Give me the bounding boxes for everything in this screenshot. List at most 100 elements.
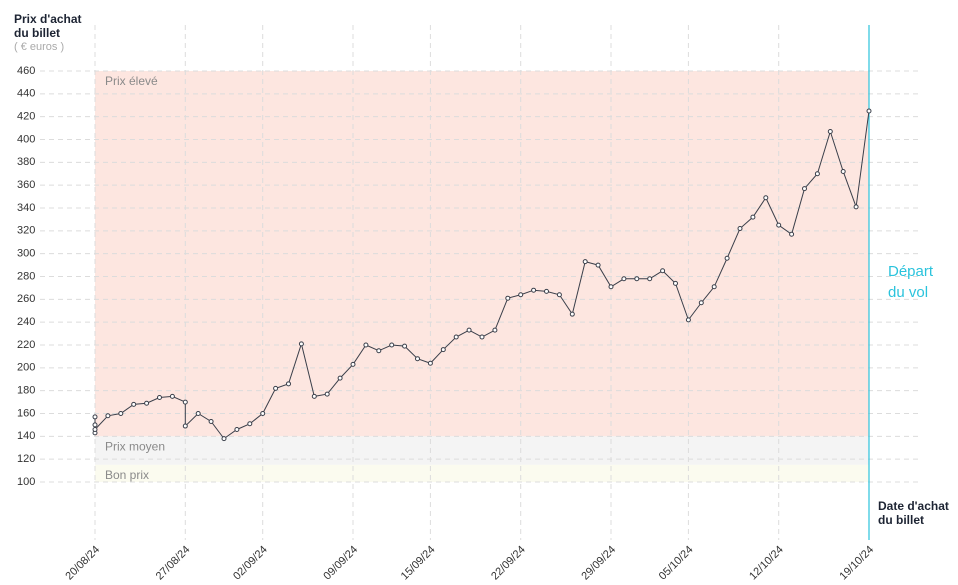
x-tick-label: 05/10/24	[657, 544, 696, 583]
price-point	[763, 195, 769, 201]
price-band	[95, 464, 869, 482]
price-point	[866, 108, 872, 114]
price-point	[750, 214, 756, 220]
price-point	[608, 284, 614, 290]
y-tick-label: 460	[17, 65, 35, 77]
y-tick-label: 220	[17, 339, 35, 351]
x-tick-label: 15/09/24	[399, 544, 438, 583]
price-point	[466, 327, 472, 333]
price-point	[402, 343, 408, 349]
band-label: Prix moyen	[105, 440, 165, 454]
price-point	[853, 204, 859, 210]
band-label: Bon prix	[105, 468, 149, 482]
price-point	[427, 360, 433, 366]
price-point	[582, 259, 588, 265]
price-point	[298, 341, 304, 347]
price-point	[273, 385, 279, 391]
y-tick-label: 100	[17, 476, 35, 488]
price-point	[453, 334, 459, 340]
price-point	[531, 287, 537, 293]
price-point	[660, 268, 666, 274]
x-tick-label: 27/08/24	[154, 544, 193, 583]
y-tick-label: 260	[17, 293, 35, 305]
y-tick-label: 120	[17, 453, 35, 465]
x-tick-label: 19/10/24	[837, 544, 876, 583]
price-point	[737, 226, 743, 232]
price-point	[337, 375, 343, 381]
y-tick-label: 280	[17, 270, 35, 282]
price-point	[286, 381, 291, 387]
price-point	[840, 168, 846, 174]
price-point	[789, 231, 795, 237]
price-point	[814, 171, 820, 177]
price-point	[247, 421, 253, 427]
price-point	[647, 276, 653, 282]
y-tick-label: 340	[17, 202, 35, 214]
marker-label: Départ du vol	[888, 263, 934, 301]
price-point	[92, 426, 98, 432]
price-point	[157, 395, 162, 401]
price-point	[505, 295, 511, 301]
price-point	[221, 436, 227, 442]
price-point	[105, 413, 111, 419]
y-tick-label: 160	[17, 407, 35, 419]
price-point	[711, 284, 717, 290]
x-tick-label: 22/09/24	[489, 544, 528, 583]
price-point	[492, 327, 498, 333]
price-point	[776, 222, 782, 228]
price-point	[182, 399, 188, 405]
y-tick-label: 360	[17, 179, 35, 191]
price-point	[802, 186, 807, 192]
price-point	[118, 411, 124, 416]
price-point	[621, 276, 627, 282]
price-point	[698, 300, 704, 306]
price-point	[634, 276, 640, 282]
y-tick-label: 400	[17, 133, 35, 145]
price-point	[311, 393, 317, 399]
y-title: Prix d'achat du billet	[14, 12, 82, 40]
x-tick-label: 12/10/24	[747, 544, 786, 583]
x-tick-label: 20/08/24	[63, 544, 102, 583]
price-point	[518, 292, 524, 298]
price-band	[95, 436, 869, 465]
x-tick-label: 09/09/24	[321, 544, 360, 583]
y-tick-label: 200	[17, 362, 35, 374]
price-point	[350, 361, 356, 367]
price-point	[544, 288, 549, 294]
y-tick-label: 180	[17, 385, 35, 397]
price-point	[169, 393, 175, 399]
price-point	[260, 411, 266, 416]
y-tick-label: 320	[17, 225, 35, 237]
y-tick-label: 380	[17, 156, 35, 168]
price-point	[131, 401, 137, 407]
price-point	[92, 422, 98, 428]
price-point	[144, 400, 150, 406]
price-point	[479, 334, 485, 340]
price-point	[195, 411, 201, 416]
price-point	[363, 342, 369, 348]
price-point	[182, 423, 188, 429]
x-tick-label: 29/09/24	[579, 544, 618, 583]
y-tick-label: 240	[17, 316, 35, 328]
price-point	[376, 348, 382, 354]
x-title: Date d'achat du billet	[878, 499, 949, 527]
price-point	[234, 426, 240, 432]
price-point	[389, 342, 395, 348]
price-point	[556, 292, 562, 298]
y-unit: ( € euros )	[14, 41, 65, 53]
y-tick-label: 420	[17, 111, 35, 123]
band-label: Prix élevé	[105, 74, 158, 88]
price-point	[415, 356, 420, 362]
price-point	[440, 347, 446, 353]
price-point	[724, 255, 730, 261]
price-point	[685, 317, 691, 323]
price-point	[569, 311, 575, 317]
price-point	[92, 414, 98, 420]
x-tick-label: 02/09/24	[231, 544, 270, 583]
price-point	[827, 129, 833, 135]
y-tick-label: 140	[17, 430, 35, 442]
y-tick-label: 300	[17, 248, 35, 260]
price-point	[595, 262, 601, 268]
